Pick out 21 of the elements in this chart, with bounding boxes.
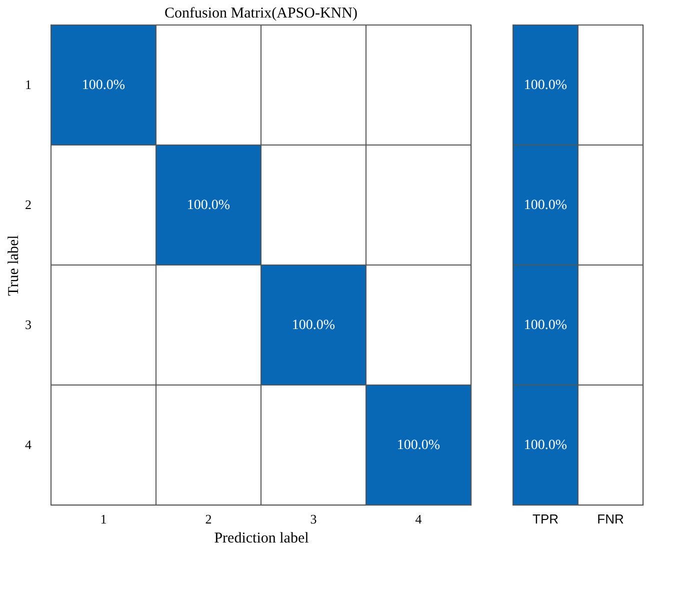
data-label: 100.0% xyxy=(396,438,440,453)
data-label: 100.0% xyxy=(524,318,568,333)
data-label: 100.0% xyxy=(524,78,568,93)
x-tick-label: 1 xyxy=(100,512,107,526)
y-tick-label: 1 xyxy=(25,77,32,92)
y-tick-label: 2 xyxy=(25,197,32,212)
y-tick-label: 3 xyxy=(25,317,32,332)
data-label: 100.0% xyxy=(524,438,568,453)
x-tick-label: 2 xyxy=(205,512,212,526)
x-tick-label: TPR xyxy=(532,512,558,526)
data-label: 100.0% xyxy=(292,318,336,333)
x-tick-label: FNR xyxy=(597,512,624,526)
chart-title: Confusion Matrix(APSO-KNN) xyxy=(164,6,358,22)
data-label: 100.0% xyxy=(186,198,230,213)
x-tick-label: 4 xyxy=(415,512,422,526)
y-axis-title: True label xyxy=(6,235,22,296)
x-axis-title: Prediction label xyxy=(214,530,309,546)
data-label: 100.0% xyxy=(524,198,568,213)
y-tick-label: 4 xyxy=(25,437,32,452)
data-label: 100.0% xyxy=(82,78,126,93)
x-tick-label: 3 xyxy=(310,512,317,526)
